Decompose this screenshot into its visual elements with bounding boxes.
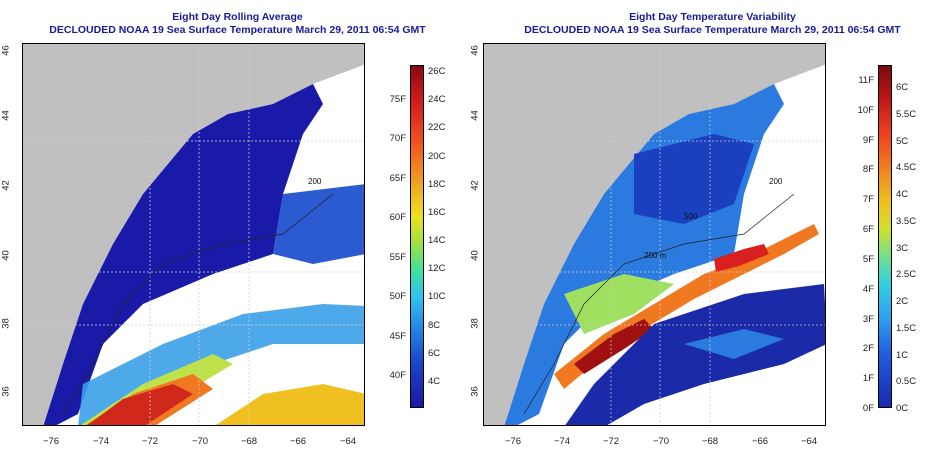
- right-colorbar-f-label-11: 0F: [862, 403, 874, 414]
- right-lon-76: −76: [504, 436, 522, 447]
- right-lon-70: −70: [652, 436, 670, 447]
- right-lon-74: −74: [553, 436, 571, 447]
- right-colorbar-f-label-6: 5F: [862, 253, 874, 265]
- left-colorbar-c-label-11: 4C: [428, 376, 441, 387]
- right-colorbar-c-label-3: 4.5C: [896, 162, 917, 174]
- left-lat-40: 40: [0, 250, 12, 261]
- right-colorbar-c-label-0: 6C: [896, 82, 909, 93]
- right-lat-38: 38: [469, 318, 481, 329]
- left-colorbar-c-label-8: 10C: [428, 291, 446, 303]
- right-lat-44: 44: [469, 110, 481, 121]
- left-title: Eight Day Rolling Average: [172, 11, 303, 23]
- left-colorbar-c-label-4: 18C: [428, 178, 446, 190]
- left-colorbar-c-label-0: 26C: [428, 66, 446, 77]
- right-map-area: 200 m 500 200: [483, 43, 826, 426]
- right-colorbar-f-label-7: 4F: [862, 283, 874, 295]
- left-lon-74: −74: [92, 436, 110, 447]
- land-mass: [23, 44, 364, 425]
- right-lon-72: −72: [602, 436, 620, 447]
- left-colorbar-f-label-0: 75F: [389, 94, 406, 105]
- left-colorbar-f-label-1: 70F: [389, 133, 406, 145]
- right-colorbar-c-label-5: 3.5C: [896, 215, 917, 227]
- left-colorbar-c-label-10: 6C: [428, 347, 441, 359]
- right-colorbar-c-label-4: 4C: [896, 189, 909, 200]
- left-map-image: 200: [23, 44, 364, 425]
- right-colorbar-f-label-9: 2F: [862, 343, 874, 355]
- left-lat-44: 44: [0, 110, 12, 121]
- right-title: Eight Day Temperature Variability: [629, 11, 796, 23]
- left-colorbar: [410, 65, 424, 408]
- right-lon-64: −64: [800, 436, 818, 447]
- left-colorbar-c-label-5: 16C: [428, 206, 446, 218]
- left-subtitle: DECLOUDED NOAA 19 Sea Surface Temperatur…: [49, 24, 426, 36]
- right-lat-36: 36: [469, 386, 481, 397]
- right-colorbar-c-label-2: 5C: [896, 135, 909, 147]
- right-contour-label-200: 200: [769, 177, 783, 186]
- right-colorbar-f-label-5: 6F: [862, 224, 874, 236]
- left-map-panel: Eight Day Rolling Average DECLOUDED NOAA…: [0, 11, 446, 447]
- right-lon-66: −66: [751, 436, 769, 447]
- right-colorbar-f-label-1: 10F: [857, 104, 874, 116]
- left-lon-72: −72: [141, 436, 159, 447]
- right-colorbar-c-label-10: 1C: [896, 349, 909, 361]
- left-lon-70: −70: [191, 436, 209, 447]
- right-lat-40: 40: [469, 250, 481, 261]
- left-colorbar-c-label-6: 14C: [428, 235, 446, 247]
- right-map-panel: Eight Day Temperature Variability DECLOU…: [470, 0, 950, 475]
- right-colorbar-c-label-8: 2C: [896, 296, 909, 307]
- left-colorbar-c-label-3: 20C: [428, 150, 446, 162]
- land-mass: [484, 44, 825, 425]
- left-colorbar-f-label-4: 55F: [389, 251, 406, 263]
- left-contour-label: 200: [308, 177, 322, 186]
- left-colorbar-c-label-1: 24C: [428, 94, 446, 106]
- right-colorbar-c-label-7: 2.5C: [896, 269, 917, 281]
- right-contour-label-200m: 200 m: [644, 251, 667, 260]
- right-colorbar-f-label-2: 9F: [862, 134, 874, 146]
- right-map-image: 200 m 500 200: [484, 44, 825, 425]
- left-lon-64: −64: [339, 436, 357, 447]
- left-lat-38: 38: [0, 318, 12, 329]
- left-map-area: 200: [22, 43, 365, 426]
- left-colorbar-f-label-2: 65F: [389, 172, 406, 184]
- left-colorbar-c-label-2: 22C: [428, 122, 446, 134]
- right-colorbar-f-label-0: 11F: [858, 75, 874, 86]
- left-lat-46: 46: [0, 45, 12, 56]
- right-lat-46: 46: [469, 45, 481, 56]
- right-colorbar-c-label-1: 5.5C: [896, 108, 917, 120]
- right-subtitle: DECLOUDED NOAA 19 Sea Surface Temperatur…: [524, 24, 901, 36]
- left-colorbar-f-label-7: 40F: [389, 370, 406, 381]
- left-lon-76: −76: [42, 436, 60, 447]
- right-lon-68: −68: [701, 436, 719, 447]
- left-lat-42: 42: [0, 180, 12, 191]
- right-colorbar-f-label-10: 1F: [862, 373, 874, 385]
- right-contour-label-500: 500: [684, 212, 698, 221]
- left-lon-68: −68: [240, 436, 258, 447]
- right-colorbar: [878, 65, 892, 408]
- right-colorbar-c-label-11: 0.5C: [896, 376, 917, 388]
- right-colorbar-f-label-8: 3F: [862, 313, 874, 325]
- right-colorbar-f-label-4: 7F: [862, 194, 874, 206]
- left-colorbar-f-label-3: 60F: [389, 212, 406, 224]
- left-colorbar-f-label-5: 50F: [389, 291, 406, 303]
- left-lon-66: −66: [289, 436, 307, 447]
- right-lat-42: 42: [469, 180, 481, 191]
- left-colorbar-c-label-7: 12C: [428, 263, 446, 275]
- right-colorbar-f-label-3: 8F: [862, 164, 874, 176]
- right-colorbar-c-label-12: 0C: [896, 403, 909, 414]
- right-colorbar-c-label-6: 3C: [896, 242, 909, 254]
- left-lat-36: 36: [0, 386, 12, 397]
- left-colorbar-f-label-6: 45F: [389, 330, 406, 342]
- right-colorbar-c-label-9: 1.5C: [896, 322, 917, 334]
- left-colorbar-c-label-9: 8C: [428, 319, 441, 331]
